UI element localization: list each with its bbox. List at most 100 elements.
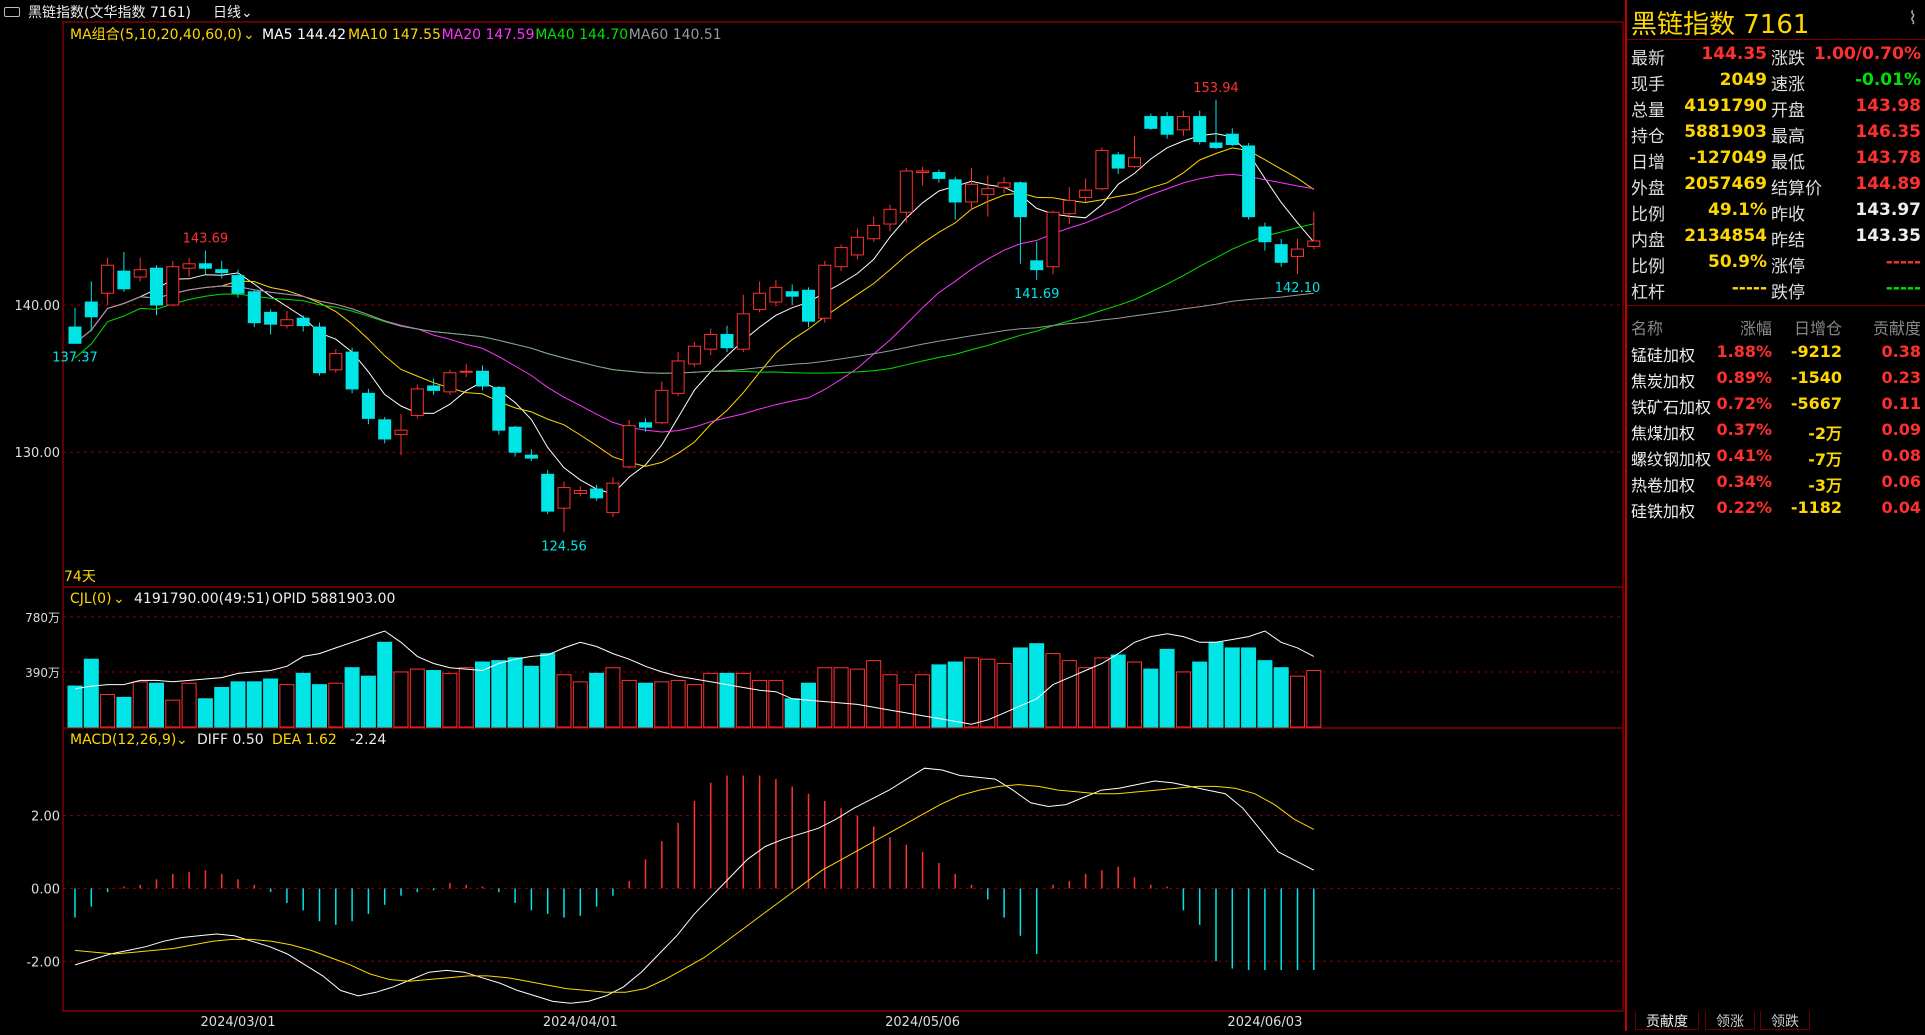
days-label: 74天	[64, 569, 96, 585]
contrib-header: 名称 涨幅 日增仓 贡献度	[1627, 313, 1925, 338]
quote-row: 持仓 5881903 最高 146.35	[1627, 120, 1925, 147]
volume-bar	[116, 696, 132, 728]
window-icon[interactable]	[4, 7, 20, 17]
volume-bar	[1127, 661, 1142, 728]
contrib-row[interactable]: 热卷加权 0.34% -3万 0.06	[1627, 470, 1925, 496]
quote-value: 144.35	[1701, 44, 1767, 64]
candle	[117, 270, 131, 290]
ma-line-2	[74, 173, 1314, 433]
contrib-row[interactable]: 螺纹钢加权 0.41% -7万 0.08	[1627, 444, 1925, 470]
macd-indicator-label[interactable]: MACD(12,26,9)	[70, 732, 176, 748]
quote-label: 结算价	[1771, 179, 1822, 199]
period-selector[interactable]: 日线⌄	[213, 5, 253, 21]
chevron-down-icon[interactable]: ⌄	[176, 732, 188, 748]
volume-bar	[1012, 647, 1028, 728]
chart-header: 黑链指数(文华指数 7161) 日线⌄	[0, 0, 1620, 24]
candle	[557, 487, 571, 509]
quote-label: 杠杆	[1631, 283, 1665, 303]
quote-value: 143.97	[1855, 200, 1921, 220]
volume-bar	[426, 670, 442, 728]
quote-row: 杠杆 ----- 跌停 -----	[1627, 276, 1925, 303]
candle	[508, 426, 522, 453]
contrib-row[interactable]: 锰硅加权 1.88% -9212 0.38	[1627, 340, 1925, 366]
candle	[443, 372, 457, 393]
contrib-oi: -9212	[1790, 342, 1842, 361]
candle	[1291, 248, 1304, 257]
candle	[1144, 116, 1158, 129]
volume-bar	[328, 682, 344, 728]
contrib-row[interactable]: 焦炭加权 0.89% -1540 0.23	[1627, 366, 1925, 392]
date-tick: 2024/05/06	[885, 1015, 960, 1030]
candle	[753, 292, 767, 310]
volume-bar	[197, 698, 213, 728]
volume-bar	[507, 657, 523, 728]
candle	[1258, 226, 1272, 243]
candle	[361, 392, 375, 419]
tab-leading-down[interactable]: 领跌	[1760, 1011, 1810, 1030]
volume-indicator-label[interactable]: CJL(0)	[70, 591, 112, 607]
chevron-down-icon[interactable]: ⌄	[113, 591, 125, 607]
candle	[834, 247, 848, 268]
quote-value: 2049	[1719, 70, 1767, 90]
quote-row: 日增 -127049 最低 143.78	[1627, 146, 1925, 173]
quote-label: 涨停	[1771, 257, 1805, 277]
panel-menu-icon[interactable]: ⌇	[1908, 8, 1917, 29]
candle	[1111, 154, 1125, 169]
contrib-row[interactable]: 硅铁加权 0.22% -1182 0.04	[1627, 496, 1925, 522]
contrib-oi: -7万	[1808, 450, 1842, 469]
volume-bar	[132, 681, 148, 728]
volume-bar	[377, 641, 393, 728]
volume-bar	[980, 658, 996, 728]
candle	[524, 454, 538, 459]
contrib-row[interactable]: 焦煤加权 0.37% -2万 0.09	[1627, 418, 1925, 444]
volume-bar	[964, 657, 979, 728]
date-tick: 2024/04/01	[543, 1015, 618, 1030]
volume-bar	[768, 679, 784, 728]
volume-bar	[638, 682, 653, 728]
contrib-header-oi[interactable]: 日增仓	[1793, 319, 1842, 338]
volume-bar	[1208, 641, 1224, 728]
contrib-oi: -5667	[1790, 394, 1842, 413]
tab-contribution[interactable]: 贡献度	[1635, 1011, 1699, 1030]
macd-histogram	[74, 775, 1315, 971]
candle	[264, 311, 278, 325]
candle	[1046, 211, 1060, 268]
quote-value: -----	[1885, 278, 1921, 298]
chevron-down-icon[interactable]: ⌄	[243, 27, 255, 43]
contrib-header-name[interactable]: 名称	[1631, 319, 1664, 338]
contrib-chg: 0.41%	[1716, 446, 1772, 465]
macd-panel	[62, 727, 1624, 1012]
volume-bar	[442, 672, 458, 728]
quote-label: 昨收	[1771, 205, 1805, 225]
ma-indicator-label[interactable]: MA组合(5,10,20,40,60,0)	[70, 27, 242, 43]
contrib-header-chg[interactable]: 涨幅	[1739, 319, 1772, 338]
volume-bar	[312, 684, 327, 728]
quote-label: 最新	[1631, 49, 1665, 69]
candle	[1242, 145, 1256, 218]
candle	[899, 170, 913, 213]
contrib-header-contrib[interactable]: 贡献度	[1872, 319, 1921, 338]
candles	[68, 99, 1321, 533]
candle	[150, 267, 163, 306]
candle	[1307, 240, 1321, 247]
contrib-row[interactable]: 铁矿石加权 0.72% -5667 0.11	[1627, 392, 1925, 418]
candle	[313, 326, 326, 374]
candle	[1160, 116, 1174, 135]
candle	[296, 317, 310, 327]
ma-line-0	[74, 133, 1315, 495]
chart-area[interactable]: MA组合(5,10,20,40,60,0) ⌄ MA5 144.42 MA10 1…	[0, 0, 1625, 1031]
tab-leading-up[interactable]: 领涨	[1705, 1011, 1755, 1030]
volume-bar	[670, 679, 686, 728]
contrib-value: 0.11	[1881, 394, 1921, 413]
volume-bar	[1224, 647, 1240, 728]
candle	[720, 333, 734, 349]
macd-tick: -2.00	[26, 955, 60, 970]
volume-bar	[1143, 668, 1159, 728]
contrib-chg: 0.22%	[1716, 498, 1772, 517]
ma-line-4	[74, 285, 1314, 374]
quote-row: 外盘 2057469 结算价 144.89	[1627, 172, 1925, 199]
candle	[1209, 142, 1223, 148]
volume-bar	[344, 667, 360, 728]
candle	[981, 188, 995, 196]
quote-label: 涨跌	[1771, 49, 1805, 69]
